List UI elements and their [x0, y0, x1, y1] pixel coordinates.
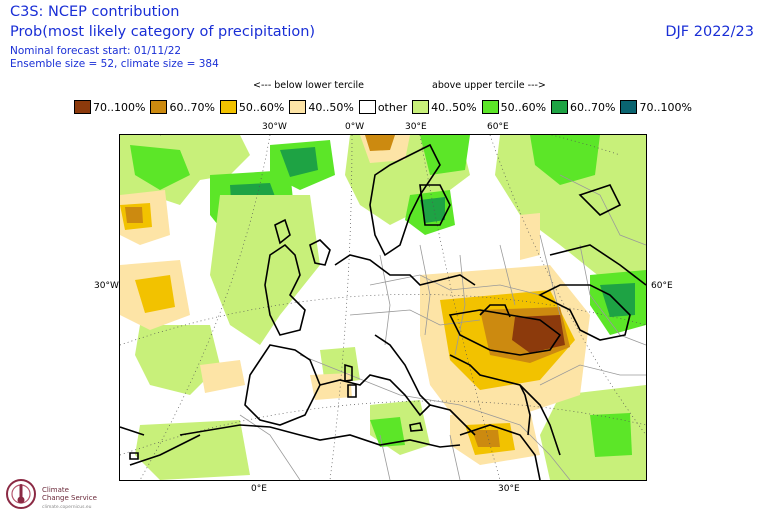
wet-areas	[120, 135, 646, 480]
forecast-start-text: Nominal forecast start: 01/11/22	[10, 45, 182, 57]
legend-swatch	[150, 100, 168, 114]
legend-label: 60..70%	[169, 100, 215, 114]
map-panel	[119, 134, 647, 481]
legend-label: 70..100%	[639, 100, 692, 114]
country-borders	[239, 174, 646, 480]
ensemble-size-text: Ensemble size = 52, climate size = 384	[10, 58, 219, 70]
season-label: DJF 2022/23	[665, 24, 754, 40]
legend-item: 70..100%	[74, 100, 145, 114]
climate-service-icon	[6, 479, 36, 509]
legend-label: other	[377, 100, 408, 114]
legend-swatch	[412, 100, 430, 114]
legend-item: 50..60%	[219, 100, 285, 114]
legend-item: other	[358, 100, 408, 114]
legend-label: 50..60%	[238, 100, 285, 114]
legend-swatch	[74, 100, 91, 114]
logo-line-1: Climate	[42, 486, 69, 494]
legend-item: 60..70%	[551, 100, 615, 114]
grid-label-left-30w: 30°W	[94, 281, 119, 291]
below-tercile-label: <--- below lower tercile	[253, 80, 364, 91]
legend-item: 40..50%	[412, 100, 477, 114]
legend-swatch	[551, 100, 569, 114]
grid-label-top-30w: 30°W	[262, 122, 287, 132]
legend: 70..100% 60..70% 50..60% 40..50% other 40..50…	[74, 98, 697, 116]
grid-label-right-60e: 60°E	[651, 281, 673, 291]
legend-item: 60..70%	[150, 100, 215, 114]
legend-swatch	[481, 100, 499, 114]
legend-label: 70..100%	[93, 100, 146, 114]
legend-label: 60..70%	[570, 100, 616, 114]
legend-item: 70..100%	[620, 100, 692, 114]
above-tercile-label: above upper tercile --->	[432, 80, 546, 91]
legend-swatch	[219, 100, 237, 114]
legend-label: 50..60%	[500, 100, 547, 114]
grid-label-top-60e: 60°E	[487, 122, 509, 132]
legend-swatch	[358, 100, 376, 114]
coastlines	[120, 143, 646, 480]
graticule	[120, 135, 646, 480]
grid-label-top-0w: 0°W	[345, 122, 365, 132]
legend-swatch	[289, 100, 307, 114]
logo-line-2: Change Service	[42, 494, 97, 502]
precipitation-map	[120, 135, 646, 480]
legend-label: 40..50%	[431, 100, 477, 114]
grid-label-top-30e: 30°E	[405, 122, 427, 132]
legend-item: 50..60%	[481, 100, 547, 114]
grid-label-bottom-30e: 30°E	[498, 484, 520, 494]
legend-swatch	[620, 100, 638, 114]
copernicus-logo: Climate Change Service climate.copernicu…	[4, 474, 114, 516]
logo-line-3: climate.copernicus.eu	[42, 505, 92, 510]
grid-label-bottom-0e: 0°E	[251, 484, 267, 494]
page-subtitle: Prob(most likely category of precipitati…	[10, 24, 316, 40]
legend-label: 40..50%	[308, 100, 354, 114]
legend-item: 40..50%	[289, 100, 354, 114]
page-title: C3S: NCEP contribution	[10, 4, 180, 20]
